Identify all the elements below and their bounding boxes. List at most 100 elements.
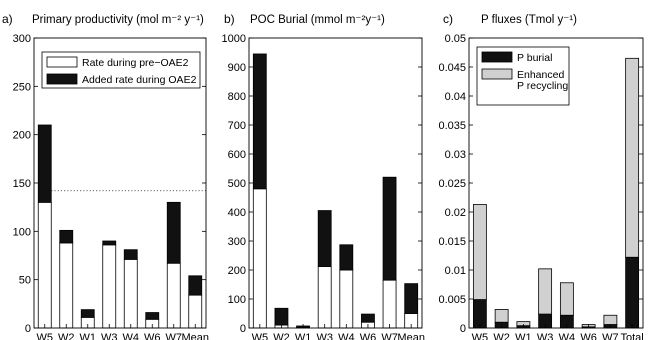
bar-w5-series-1 — [472, 299, 487, 329]
bar-total-series-1 — [625, 256, 640, 329]
x-tick-label: W7 — [166, 332, 183, 340]
x-tick-label: W3 — [537, 332, 554, 340]
bar-w5-series-2 — [37, 124, 52, 203]
x-tick-label: W1 — [295, 332, 312, 340]
y-tick-label: 600 — [228, 149, 246, 161]
bar-w3-series-1 — [102, 244, 117, 329]
chart-title: Primary productivity (mol m⁻² y⁻¹) — [32, 14, 204, 26]
legend-swatch — [46, 73, 78, 85]
bar-w5-series-1 — [252, 188, 267, 329]
x-tick-label: W5 — [252, 332, 269, 340]
y-tick-label: 500 — [228, 178, 246, 190]
y-tick-label: 0.045 — [438, 62, 466, 74]
y-tick-label: 0 — [240, 323, 246, 335]
bar-w5-series-2 — [472, 204, 487, 300]
bar-mean-series-2 — [404, 283, 419, 314]
bar-w2-series-2 — [494, 309, 509, 323]
y-tick-label: 300 — [13, 33, 31, 45]
y-tick-label: 700 — [228, 120, 246, 132]
y-tick-label: 100 — [13, 226, 31, 238]
bar-w1-series-2 — [80, 309, 95, 318]
bar-total-series-2 — [625, 57, 640, 258]
y-tick-label: 0 — [460, 323, 466, 335]
y-tick-label: 0.04 — [445, 91, 466, 103]
legend-swatch — [46, 56, 78, 68]
bar-mean-series-2 — [188, 275, 203, 296]
x-tick-label: W6 — [360, 332, 377, 340]
legend-label: P burial — [517, 52, 552, 64]
bar-w2-series-1 — [59, 242, 74, 329]
x-tick-label: W6 — [580, 332, 597, 340]
y-tick-label: 0.03 — [445, 149, 466, 161]
y-tick-label: 400 — [228, 207, 246, 219]
y-tick-label: 1000 — [222, 33, 246, 45]
bar-w6-series-2 — [361, 313, 375, 323]
y-tick-label: 900 — [228, 62, 246, 74]
y-tick-label: 0.005 — [438, 294, 466, 306]
bar-w7-series-2 — [166, 201, 181, 264]
bar-w2-series-2 — [274, 307, 289, 326]
legend-label: Enhanced P recycling — [517, 69, 568, 92]
y-tick-label: 0.035 — [438, 120, 466, 132]
x-tick-label: W7 — [381, 332, 398, 340]
chart-panel-1: a) Primary productivity (mol m⁻² y⁻¹) 0 50 1… — [2, 12, 209, 340]
bar-w7-series-2 — [382, 176, 397, 281]
x-tick-label: W2 — [493, 332, 510, 340]
y-tick-label: 100 — [228, 294, 246, 306]
y-tick-label: 150 — [13, 178, 31, 190]
bar-w4-series-2 — [339, 244, 354, 271]
legend-swatch — [481, 68, 513, 80]
x-tick-label: W1 — [80, 332, 97, 340]
bar-w2-series-2 — [59, 229, 74, 244]
y-tick-label: 300 — [228, 236, 246, 248]
legend-label: Added rate during OAE2 — [82, 74, 197, 86]
x-tick-label: W3 — [101, 332, 118, 340]
bar-w6-series-2 — [145, 312, 160, 320]
chart-title: P fluxes (Tmol y⁻¹) — [481, 14, 577, 26]
x-tick-label: W5 — [472, 332, 489, 340]
y-tick-label: 0.02 — [445, 207, 466, 219]
y-tick-label: 0.015 — [438, 236, 466, 248]
x-tick-label: W6 — [144, 332, 161, 340]
bar-mean-series-1 — [188, 294, 203, 329]
bar-w3-series-2 — [317, 210, 332, 267]
bar-w4-series-1 — [123, 258, 138, 329]
bar-w4-series-2 — [559, 282, 574, 316]
panel-label: b) — [224, 12, 235, 26]
bar-w5-series-2 — [252, 53, 267, 190]
bar-w4-series-2 — [123, 249, 138, 260]
bar-w4-series-1 — [339, 269, 354, 329]
x-tick-label: W4 — [123, 332, 140, 340]
y-tick-label: 800 — [228, 91, 246, 103]
bar-w3-series-1 — [317, 266, 332, 329]
y-tick-label: 200 — [228, 265, 246, 277]
bar-w7-series-1 — [382, 279, 397, 329]
bar-w7-series-2 — [603, 314, 618, 325]
x-tick-label: W2 — [273, 332, 290, 340]
bar-w7-series-1 — [166, 262, 181, 329]
x-tick-label: W4 — [338, 332, 355, 340]
x-tick-label: W7 — [602, 332, 619, 340]
x-tick-label: W2 — [58, 332, 75, 340]
y-tick-label: 0.05 — [445, 33, 466, 45]
panel-label: c) — [443, 12, 453, 26]
x-tick-label: W3 — [316, 332, 333, 340]
legend: Rate during pre−OAE2 Added rate during OA… — [41, 51, 201, 89]
x-tick-label: W5 — [37, 332, 54, 340]
legend: P burial Enhanced P recycling — [476, 46, 570, 106]
x-tick-label: Total — [621, 332, 644, 340]
legend-swatch — [481, 51, 513, 63]
x-tick-label: Mean — [397, 332, 425, 340]
x-tick-label: Mean — [181, 332, 209, 340]
bar-w5-series-1 — [37, 201, 52, 329]
y-tick-label: 0.025 — [438, 178, 466, 190]
y-tick-label: 0.01 — [445, 265, 466, 277]
chart-panel-3: c) P fluxes (Tmol y⁻¹) 0 0.005 0.01 0.015 0.02… — [438, 12, 643, 340]
y-tick-label: 0 — [25, 323, 31, 335]
bar-w3-series-2 — [102, 240, 117, 246]
x-tick-label: W1 — [515, 332, 532, 340]
x-tick-label: W4 — [559, 332, 576, 340]
chart-panel-2: b) POC Burial (mmol m⁻²y⁻¹) 0 100 200 300 400 5… — [222, 12, 425, 340]
panel-label: a) — [2, 12, 13, 26]
